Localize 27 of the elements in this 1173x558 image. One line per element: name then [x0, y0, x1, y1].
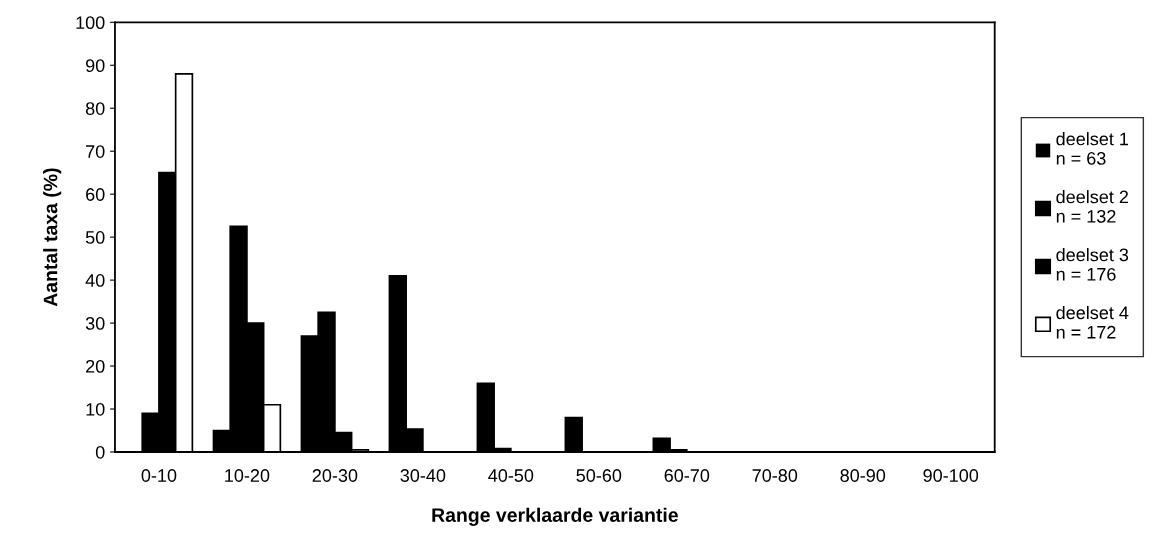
- x-tick-label: 70-80: [752, 469, 798, 482]
- x-tick-label: 90-100: [923, 469, 979, 482]
- x-tick-label: 40-50: [488, 469, 534, 482]
- x-tick-label: 20-30: [312, 469, 358, 482]
- y-tick-label: 60: [86, 188, 105, 201]
- y-tick-label: 50: [85, 231, 105, 244]
- x-tick-label: 10-20: [225, 469, 270, 482]
- y-tick-label: 30: [85, 317, 105, 330]
- y-tick-label: 0: [95, 445, 105, 459]
- legend-label: deelset 3 n = 176: [1056, 247, 1129, 281]
- y-tick-label: 40: [85, 274, 105, 287]
- x-axis-title: Range verklaarde variantie: [432, 507, 678, 526]
- legend-label: deelset 2 n = 132: [1056, 190, 1129, 223]
- x-tick-label: 30-40: [400, 469, 446, 482]
- legend-label: deelset 1 n = 63: [1056, 132, 1129, 165]
- x-tick-label: 60-70: [664, 469, 710, 482]
- y-tick-label: 100: [76, 16, 105, 30]
- y-tick-label: 90: [86, 59, 105, 73]
- y-axis-title: Aantal taxa (%): [43, 168, 62, 307]
- y-tick-label: 70: [86, 145, 105, 158]
- y-tick-label: 80: [85, 102, 105, 115]
- y-tick-label: 20: [86, 359, 105, 373]
- legend-label: deelset 4 n = 172: [1056, 305, 1129, 339]
- x-tick-label: 80-90: [840, 469, 886, 482]
- x-tick-label: 0-10: [141, 469, 177, 482]
- x-tick-label: 50-60: [576, 469, 622, 482]
- y-tick-label: 10: [86, 402, 105, 416]
